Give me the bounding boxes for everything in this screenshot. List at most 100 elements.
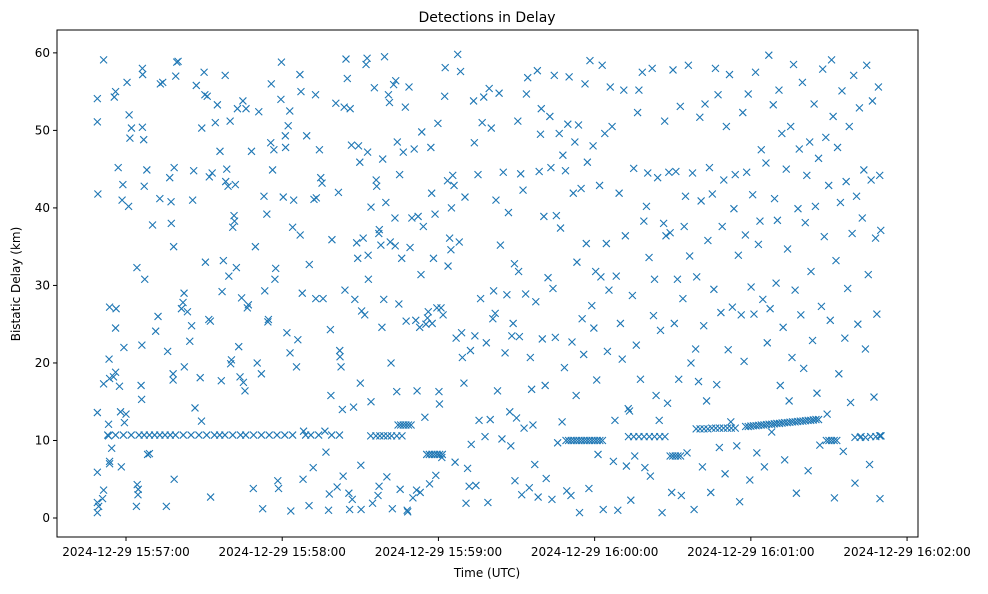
data-point-marker [744,90,753,98]
data-point-marker [493,386,502,395]
data-point-marker [174,57,182,66]
data-point-marker [600,129,609,138]
data-point-marker [552,211,561,220]
data-point-marker [140,182,149,191]
data-point-marker [411,316,420,325]
data-point-marker [137,395,146,404]
data-point-marker [830,436,839,445]
data-point-marker [769,100,778,109]
data-point-marker [812,415,820,424]
data-point-marker [462,499,470,508]
data-point-marker [273,476,282,485]
data-point-marker [684,61,693,70]
data-point-marker [709,285,718,294]
data-point-marker [730,204,738,213]
data-point-marker [521,290,530,298]
data-point-marker [200,68,208,77]
data-point-marker [653,173,662,182]
data-point-marker [450,181,458,190]
data-point-marker [522,90,531,98]
data-point-marker [463,464,472,473]
data-point-marker [431,471,440,480]
data-point-marker [798,78,807,87]
data-point-marker [334,188,343,197]
y-tick-label: 30 [35,278,50,292]
data-point-marker [762,159,770,167]
data-point-marker [513,117,522,125]
data-point-marker [367,397,375,406]
data-point-marker [409,493,417,502]
data-point-marker [424,307,433,316]
data-point-marker [217,376,226,385]
data-point-marker [118,196,126,205]
data-point-marker [138,64,147,73]
data-point-marker [622,462,631,470]
data-point-marker [312,193,321,202]
data-point-marker [192,81,201,90]
data-point-marker [140,275,149,284]
data-point-marker [467,440,476,449]
data-point-marker [296,231,305,239]
data-point-marker [538,335,547,343]
data-point-marker [297,87,305,96]
data-point-marker [315,145,324,154]
y-tick-label: 40 [35,201,50,215]
data-point-marker [814,154,823,163]
data-point-marker [865,460,874,469]
data-point-marker [581,79,589,88]
data-point-marker [427,189,436,198]
data-point-marker [386,238,395,246]
data-point-marker [378,323,386,332]
data-point-marker [298,289,307,298]
data-point-marker [219,256,228,265]
data-point-marker [536,130,545,139]
data-point-marker [237,293,246,302]
data-point-marker [395,170,404,179]
data-point-marker [535,167,544,176]
data-point-marker [708,190,717,198]
data-point-marker [851,479,859,488]
data-point-marker [341,286,349,294]
data-point-marker [832,436,841,445]
data-point-marker [578,314,587,323]
data-point-marker [616,319,625,328]
data-point-marker [639,217,648,225]
data-point-marker [717,308,725,317]
data-point-marker [476,294,485,303]
data-point-marker [626,496,635,505]
data-point-marker [512,414,521,422]
data-point-marker [587,301,596,310]
data-point-marker [114,163,123,172]
data-point-marker [692,273,701,281]
data-point-marker [154,312,162,321]
data-point-marker [507,331,516,340]
data-point-marker [782,165,791,174]
data-point-marker [396,485,405,494]
data-point-marker [437,304,445,312]
data-point-marker [273,431,281,439]
data-point-marker [296,70,304,79]
data-point-marker [258,504,267,513]
data-point-marker [389,80,398,89]
data-point-marker [345,505,354,514]
data-point-marker [391,214,399,222]
data-point-marker [663,399,672,408]
data-point-marker [756,217,764,225]
data-point-marker [551,333,560,342]
data-point-marker [461,193,469,201]
data-point-marker [169,369,178,378]
data-point-marker [817,302,826,311]
data-point-marker [643,169,652,177]
data-point-marker [799,364,808,373]
data-point-marker [652,391,660,400]
data-point-marker [501,348,509,357]
data-point-marker [453,50,462,59]
data-point-marker [517,490,526,499]
data-point-marker [698,462,707,471]
data-point-marker [801,218,810,227]
data-point-marker [257,431,266,439]
data-point-marker [731,424,740,432]
data-point-marker [509,319,518,328]
data-point-marker [230,217,239,225]
data-point-marker [589,324,598,332]
